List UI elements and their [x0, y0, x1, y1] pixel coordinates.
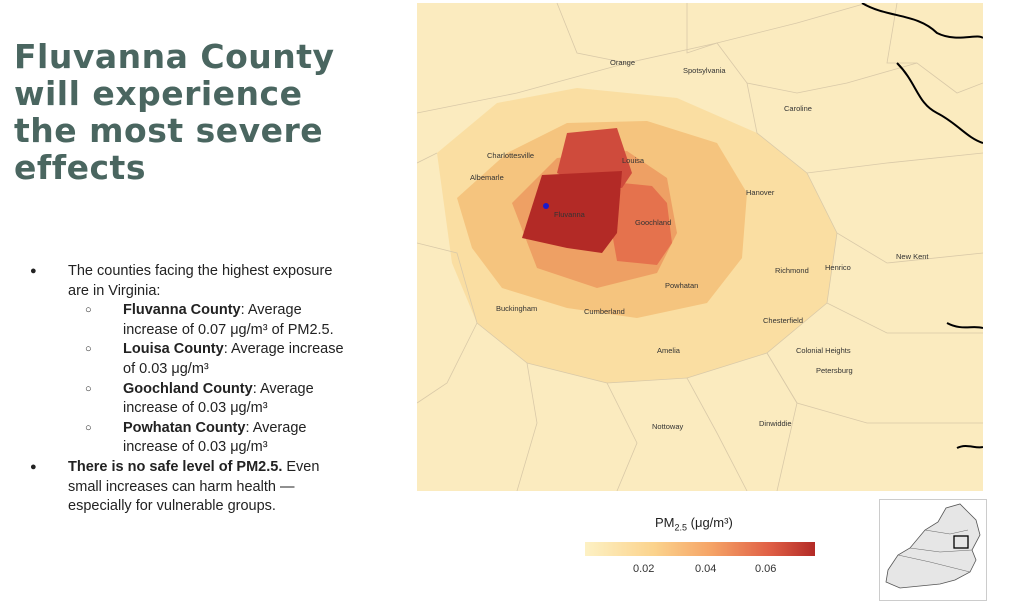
- county-detail: : Average increase of 0.07 μg/m³ of PM2.…: [123, 302, 334, 338]
- map-label-spotsylvania: Spotsylvania: [683, 66, 726, 75]
- county-item-powhatan: Powhatan County: Average increase of 0.0…: [68, 419, 350, 458]
- legend-color-bar: [585, 542, 815, 556]
- map-label-cumberland: Cumberland: [584, 307, 625, 316]
- legend-title-base: PM: [655, 515, 675, 530]
- fluvanna-point: [543, 203, 549, 209]
- map-label-nottoway: Nottoway: [652, 422, 684, 431]
- map-label-albemarle: Albemarle: [470, 173, 504, 182]
- map-label-fluvanna: Fluvanna: [554, 210, 586, 219]
- map-label-powhatan: Powhatan: [665, 281, 698, 290]
- inset-state-borders: [897, 529, 973, 573]
- bullet-no-safe-level: There is no safe level of PM2.5. Even sm…: [30, 458, 350, 517]
- map-legend: PM2.5 (μg/m³) 0.02 0.04 0.06: [585, 515, 825, 585]
- map-label-charlottesville: Charlottesville: [487, 151, 534, 160]
- map-label-henrico: Henrico: [825, 263, 851, 272]
- inset-region-outline: [885, 503, 981, 589]
- bullet-highest-exposure: The counties facing the highest exposure…: [30, 262, 350, 458]
- bullet-list: The counties facing the highest exposure…: [30, 262, 350, 517]
- map-label-buckingham: Buckingham: [496, 304, 537, 313]
- county-detail: : Average increase of 0.03 μg/m³: [123, 380, 314, 417]
- county-name: Powhatan County: [123, 419, 246, 436]
- inset-locator-map: [879, 499, 987, 601]
- pm25-map: Orange Spotsylvania Caroline Charlottesv…: [417, 3, 983, 491]
- map-label-orange: Orange: [610, 58, 635, 67]
- county-list: Fluvanna County: Average increase of 0.0…: [68, 301, 350, 458]
- map-label-petersburg: Petersburg: [816, 366, 853, 375]
- map-label-louisa: Louisa: [622, 156, 645, 165]
- map-label-amelia: Amelia: [657, 346, 681, 355]
- slide-title: Fluvanna County will experience the most…: [14, 37, 335, 187]
- fluvanna-area: [522, 171, 622, 253]
- map-label-new-kent: New Kent: [896, 252, 929, 261]
- legend-title: PM2.5 (μg/m³): [655, 515, 733, 533]
- county-name: Goochland County: [123, 380, 253, 397]
- legend-tick: 0.04: [695, 563, 717, 575]
- bullet-text: The counties facing the highest exposure…: [68, 263, 333, 299]
- county-name: Louisa County: [123, 341, 224, 358]
- legend-title-subscript: 2.5: [674, 522, 688, 533]
- bullet-text: Even small increases can harm health — e…: [68, 458, 320, 515]
- legend-tick: 0.06: [755, 563, 777, 575]
- map-label-goochland: Goochland: [635, 218, 671, 227]
- map-label-chesterfield: Chesterfield: [763, 316, 803, 325]
- map-label-richmond: Richmond: [775, 266, 809, 275]
- county-borders: [417, 3, 983, 491]
- county-item-goochland: Goochland County: Average increase of 0.…: [68, 380, 350, 419]
- county-detail: : Average increase of 0.03 μg/m³: [123, 419, 307, 456]
- goochland-area: [612, 183, 672, 265]
- map-label-hanover: Hanover: [746, 188, 775, 197]
- county-item-louisa: Louisa County: Average increase of 0.03 …: [68, 340, 350, 379]
- county-detail: : Average increase of 0.03 μg/m³: [123, 341, 344, 377]
- waterways: [861, 3, 983, 449]
- county-name: Fluvanna County: [123, 302, 241, 319]
- county-item-fluvanna: Fluvanna County: Average increase of 0.0…: [68, 301, 350, 340]
- map-label-dinwiddie: Dinwiddie: [759, 419, 792, 428]
- inset-focus-box: [953, 535, 969, 549]
- map-label-caroline: Caroline: [784, 104, 812, 113]
- map-label-colonial-heights: Colonial Heights: [796, 346, 851, 355]
- bullet-bold-text: There is no safe level of PM2.5.: [68, 458, 283, 475]
- legend-tick: 0.02: [633, 563, 655, 575]
- legend-title-unit: (μg/m³): [687, 515, 733, 530]
